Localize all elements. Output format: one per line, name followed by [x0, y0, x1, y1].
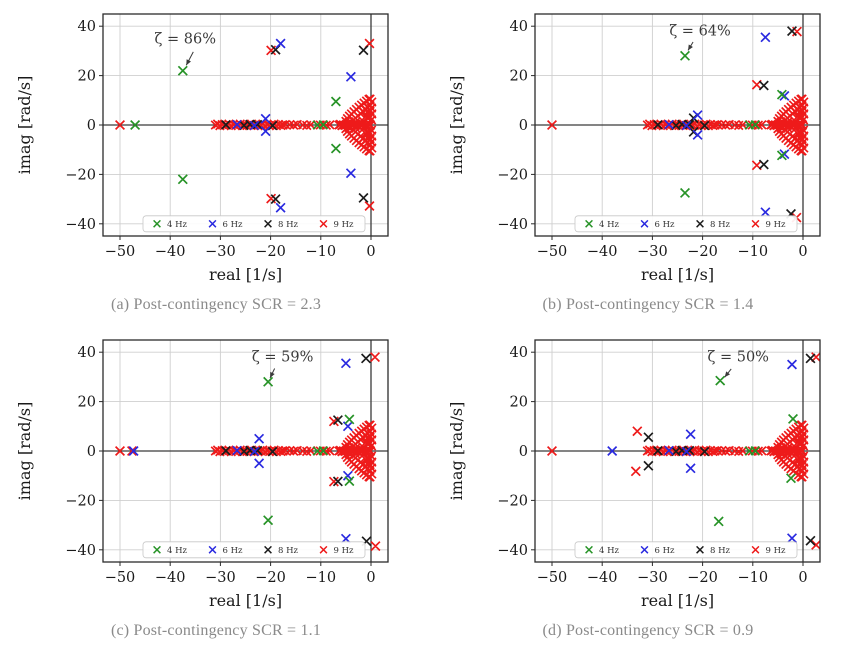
svg-text:ζ = 64%: ζ = 64%: [669, 23, 730, 39]
legend: 4 Hz 6 Hz 8 Hz 9 Hz: [142, 541, 366, 559]
svg-text:40: 40: [510, 345, 528, 361]
svg-text:6 Hz: 6 Hz: [655, 220, 676, 230]
svg-text:4 Hz: 4 Hz: [599, 220, 620, 230]
svg-text:20: 20: [510, 395, 528, 411]
svg-text:real [1/s]: real [1/s]: [641, 265, 714, 284]
svg-text:−40: −40: [65, 543, 96, 559]
svg-text:0: 0: [366, 570, 375, 586]
legend: 4 Hz 6 Hz 8 Hz 9 Hz: [574, 215, 798, 233]
eigenvalue-plot-c: −50 −40 −30 −20 −10 0 −40 −20 0 20 40 real [1/s] ima…: [15, 339, 389, 610]
legend: 4 Hz 6 Hz 8 Hz 9 Hz: [574, 541, 798, 559]
svg-text:−30: −30: [205, 570, 236, 586]
svg-text:−20: −20: [255, 244, 286, 260]
svg-text:8 Hz: 8 Hz: [278, 546, 299, 556]
damping-annotation: ζ = 86%: [155, 31, 216, 66]
svg-text:6 Hz: 6 Hz: [223, 220, 244, 230]
subplot-d: −50 −40 −30 −20 −10 0 −40 −20 0 20 40 real [1/s] ima…: [432, 330, 864, 656]
damping-annotation: ζ = 64%: [669, 23, 731, 51]
svg-text:−10: −10: [737, 244, 768, 260]
svg-text:−40: −40: [587, 244, 618, 260]
svg-text:−40: −40: [497, 217, 528, 233]
caption-a: (a) Post-contingency SCR = 2.3: [110, 296, 322, 313]
svg-text:−10: −10: [305, 244, 336, 260]
subplot-b: −50 −40 −30 −20 −10 0 −40 −20 0 20 40 real [1/s] ima…: [432, 4, 864, 330]
svg-text:0: 0: [798, 570, 807, 586]
svg-text:−50: −50: [105, 244, 136, 260]
svg-text:imag [rad/s]: imag [rad/s]: [15, 402, 34, 501]
svg-text:40: 40: [510, 19, 528, 35]
svg-text:9 Hz: 9 Hz: [334, 546, 355, 556]
svg-text:−20: −20: [255, 570, 286, 586]
subplot-c: −50 −40 −30 −20 −10 0 −40 −20 0 20 40 real [1/s] ima…: [0, 330, 432, 656]
svg-text:−40: −40: [587, 570, 618, 586]
svg-text:20: 20: [78, 395, 96, 411]
svg-text:−10: −10: [305, 570, 336, 586]
svg-text:real [1/s]: real [1/s]: [209, 591, 282, 610]
svg-text:−40: −40: [155, 244, 186, 260]
svg-text:−40: −40: [497, 543, 528, 559]
svg-text:6 Hz: 6 Hz: [655, 546, 676, 556]
svg-text:4 Hz: 4 Hz: [167, 546, 188, 556]
svg-text:ζ = 86%: ζ = 86%: [155, 31, 216, 47]
marker-layer: [546, 26, 809, 223]
eigenvalue-plot-d: −50 −40 −30 −20 −10 0 −40 −20 0 20 40 real [1/s] ima…: [447, 339, 821, 610]
svg-text:0: 0: [798, 244, 807, 260]
svg-text:−50: −50: [537, 570, 568, 586]
svg-text:40: 40: [78, 345, 96, 361]
svg-text:−10: −10: [737, 570, 768, 586]
svg-text:imag [rad/s]: imag [rad/s]: [15, 76, 34, 175]
svg-text:9 Hz: 9 Hz: [766, 546, 787, 556]
svg-text:−50: −50: [537, 244, 568, 260]
marker-layer: [114, 38, 377, 213]
svg-text:−30: −30: [637, 570, 668, 586]
svg-text:40: 40: [78, 19, 96, 35]
caption-d: (d) Post-contingency SCR = 0.9: [542, 622, 754, 639]
marker-layer: [546, 352, 820, 550]
svg-text:0: 0: [87, 444, 96, 460]
svg-text:−20: −20: [687, 244, 718, 260]
svg-text:20: 20: [510, 69, 528, 85]
legend: 4 Hz 6 Hz 8 Hz 9 Hz: [142, 215, 366, 233]
svg-text:0: 0: [366, 244, 375, 260]
svg-text:4 Hz: 4 Hz: [599, 546, 620, 556]
svg-text:0: 0: [519, 444, 528, 460]
svg-text:−50: −50: [105, 570, 136, 586]
caption-b: (b) Post-contingency SCR = 1.4: [542, 296, 754, 313]
svg-text:−20: −20: [65, 493, 96, 509]
svg-text:imag [rad/s]: imag [rad/s]: [447, 402, 466, 501]
svg-text:−30: −30: [637, 244, 668, 260]
svg-text:−20: −20: [497, 493, 528, 509]
svg-text:8 Hz: 8 Hz: [710, 546, 731, 556]
svg-text:0: 0: [87, 118, 96, 134]
svg-text:−30: −30: [205, 244, 236, 260]
svg-text:20: 20: [78, 69, 96, 85]
svg-text:−20: −20: [65, 167, 96, 183]
svg-text:9 Hz: 9 Hz: [766, 220, 787, 230]
eigenvalue-plot-a: −50 −40 −30 −20 −10 0 −40 −20 0 20 40 real [1/s] ima…: [15, 13, 389, 284]
svg-text:8 Hz: 8 Hz: [278, 220, 299, 230]
svg-text:ζ = 50%: ζ = 50%: [708, 350, 769, 366]
svg-text:0: 0: [519, 118, 528, 134]
subplot-a: −50 −40 −30 −20 −10 0 −40 −20 0 20 40 real [1/s] ima…: [0, 4, 432, 330]
svg-text:6 Hz: 6 Hz: [223, 546, 244, 556]
eigenvalue-plot-b: −50 −40 −30 −20 −10 0 −40 −20 0 20 40 real [1/s] ima…: [447, 13, 821, 284]
marker-layer: [114, 352, 381, 552]
svg-text:ζ = 59%: ζ = 59%: [252, 350, 313, 366]
damping-annotation: ζ = 59%: [252, 350, 313, 379]
svg-text:8 Hz: 8 Hz: [710, 220, 731, 230]
svg-text:imag [rad/s]: imag [rad/s]: [447, 76, 466, 175]
svg-text:9 Hz: 9 Hz: [334, 220, 355, 230]
svg-text:−20: −20: [687, 570, 718, 586]
svg-text:real [1/s]: real [1/s]: [209, 265, 282, 284]
svg-text:real [1/s]: real [1/s]: [641, 591, 714, 610]
svg-text:4 Hz: 4 Hz: [167, 220, 188, 230]
svg-text:−20: −20: [497, 167, 528, 183]
svg-text:−40: −40: [65, 217, 96, 233]
svg-text:−40: −40: [155, 570, 186, 586]
caption-c: (c) Post-contingency SCR = 1.1: [110, 622, 322, 639]
damping-annotation: ζ = 50%: [708, 350, 769, 378]
